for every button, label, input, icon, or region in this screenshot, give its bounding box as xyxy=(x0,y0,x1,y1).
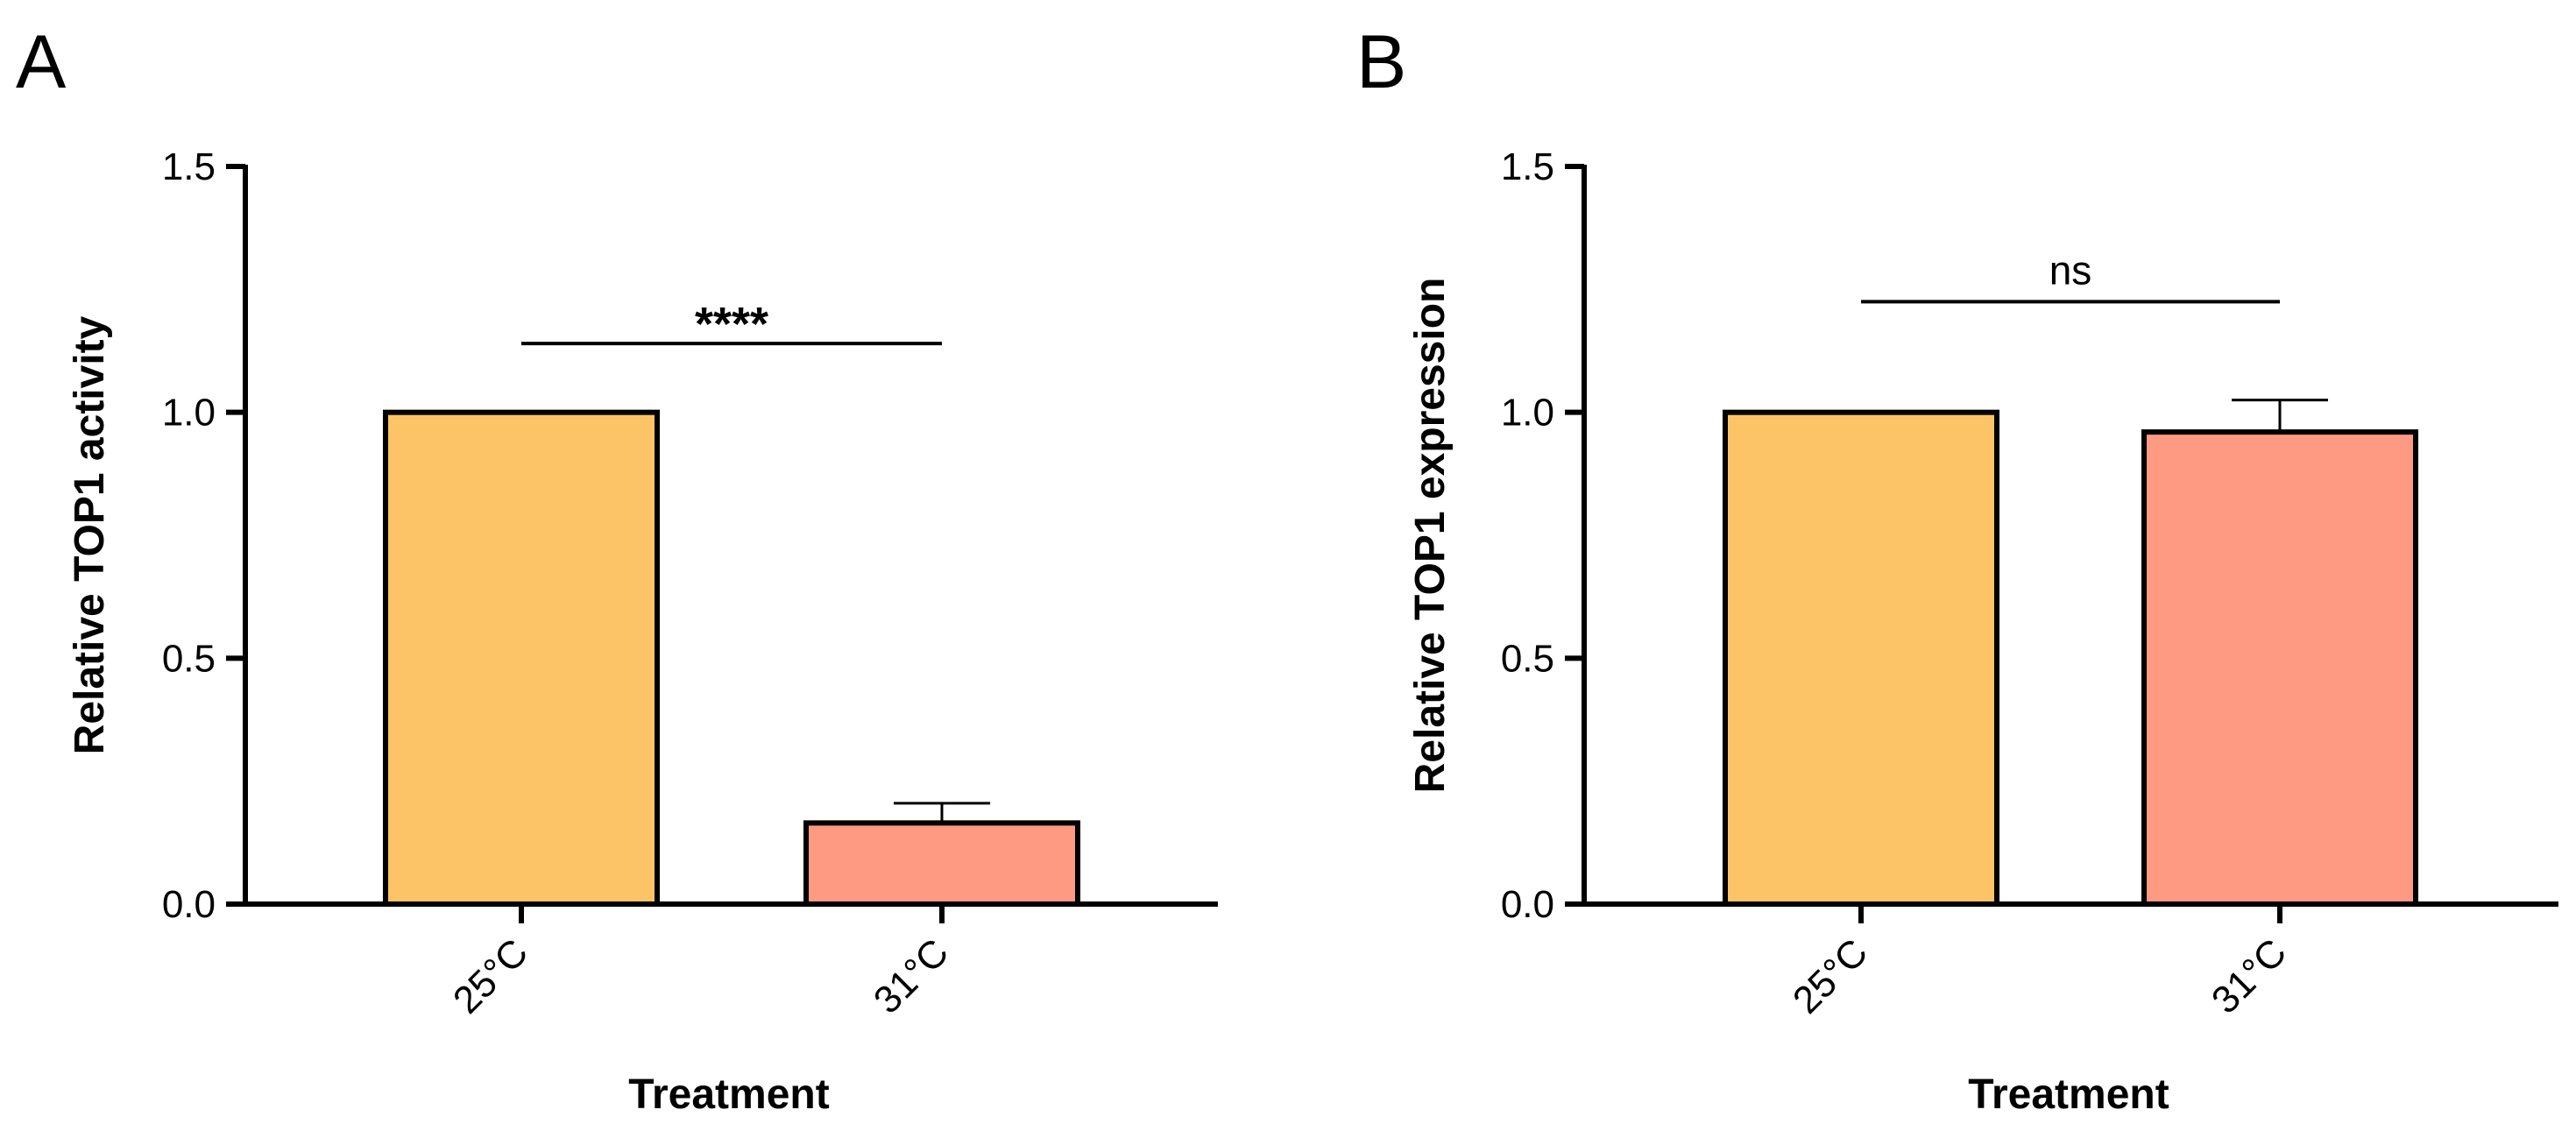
panel-b-chart: 0.0 0.5 1.0 1.5 25°C 31°C Treatment Relative TO… xyxy=(1407,145,2558,1118)
y-tick-label: 1.0 xyxy=(1501,392,1554,435)
bar-31c xyxy=(2141,429,2418,907)
significance-label: **** xyxy=(695,298,768,350)
y-tick-label: 0.0 xyxy=(1501,883,1554,926)
y-axis-title: Relative TOP1 activity xyxy=(67,315,113,754)
bar-25c xyxy=(1723,409,1999,907)
panel-label-b: B xyxy=(1356,20,1406,104)
x-tick-label: 25°C xyxy=(445,930,536,1021)
bar-25c xyxy=(383,409,660,907)
x-tick-label: 25°C xyxy=(1785,930,1876,1021)
x-tick-label: 31°C xyxy=(866,930,957,1021)
y-tick-label: 0.0 xyxy=(162,883,216,926)
significance-label: ns xyxy=(2049,247,2092,293)
x-axis-title: Treatment xyxy=(628,1071,829,1118)
y-tick-label: 1.0 xyxy=(162,392,216,435)
panel-a-chart: 0.0 0.5 1.0 1.5 25°C 31°C Treatment Relative TO… xyxy=(67,145,1218,1118)
y-tick-label: 0.5 xyxy=(162,637,216,680)
x-tick-label: 31°C xyxy=(2204,930,2295,1021)
y-tick-label: 1.5 xyxy=(162,145,216,188)
bar-31c xyxy=(803,820,1080,908)
x-axis-title: Treatment xyxy=(1968,1071,2169,1118)
y-tick-label: 0.5 xyxy=(1501,637,1554,680)
y-tick-label: 1.5 xyxy=(1501,145,1554,188)
y-axis-title: Relative TOP1 expression xyxy=(1407,278,1454,794)
panel-label-a: A xyxy=(16,20,67,104)
